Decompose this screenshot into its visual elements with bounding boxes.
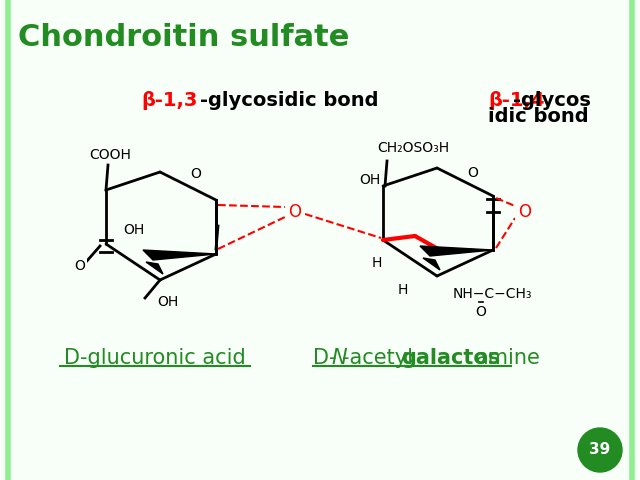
Text: D-: D-: [313, 348, 337, 368]
Text: O: O: [289, 203, 301, 221]
Circle shape: [578, 428, 622, 472]
Polygon shape: [423, 258, 440, 270]
Polygon shape: [420, 246, 493, 256]
Text: Chondroitin sulfate: Chondroitin sulfate: [18, 24, 349, 52]
Text: N: N: [331, 348, 347, 368]
Polygon shape: [143, 250, 216, 260]
Text: -glycos: -glycos: [513, 91, 591, 109]
Text: 39: 39: [589, 443, 611, 457]
Text: OH: OH: [157, 295, 179, 309]
Polygon shape: [146, 262, 163, 274]
Text: O: O: [468, 166, 479, 180]
Text: -acetyl: -acetyl: [342, 348, 413, 368]
Text: O: O: [191, 167, 202, 181]
Text: β-1,4: β-1,4: [488, 91, 545, 109]
Text: OH: OH: [124, 223, 145, 237]
Text: O: O: [75, 259, 85, 273]
Text: idic bond: idic bond: [488, 107, 589, 125]
Text: COOH: COOH: [89, 148, 131, 162]
Text: CH₂OSO₃H: CH₂OSO₃H: [377, 141, 449, 155]
Text: NH−C−CH₃: NH−C−CH₃: [453, 287, 532, 301]
Text: galactos: galactos: [401, 348, 500, 368]
Text: β-1,3: β-1,3: [141, 91, 198, 109]
Text: D-glucuronic acid: D-glucuronic acid: [64, 348, 246, 368]
Text: H: H: [372, 256, 382, 270]
Text: H: H: [398, 283, 408, 297]
Text: OH: OH: [360, 173, 381, 187]
Text: O: O: [518, 203, 531, 221]
Text: -glycosidic bond: -glycosidic bond: [200, 91, 378, 109]
Text: amine: amine: [476, 348, 541, 368]
Text: O: O: [476, 305, 486, 319]
